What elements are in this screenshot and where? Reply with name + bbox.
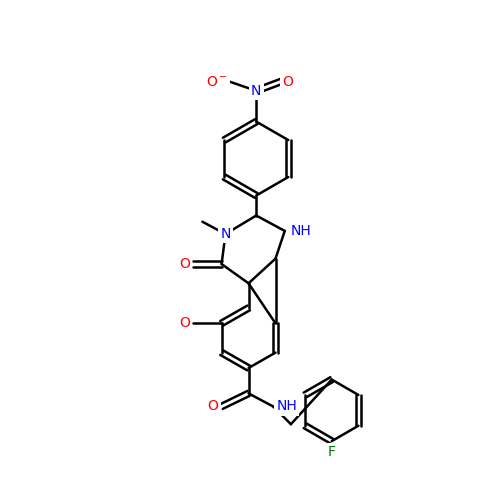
Text: O: O: [282, 74, 294, 88]
Text: N: N: [220, 227, 230, 241]
Text: O: O: [179, 316, 190, 330]
Text: NH: NH: [291, 224, 312, 238]
Text: O: O: [208, 400, 218, 413]
Text: O: O: [179, 257, 190, 271]
Text: N: N: [251, 84, 262, 98]
Text: NH: NH: [276, 400, 297, 413]
Text: O$^-$: O$^-$: [206, 74, 228, 88]
Text: F: F: [328, 445, 336, 459]
